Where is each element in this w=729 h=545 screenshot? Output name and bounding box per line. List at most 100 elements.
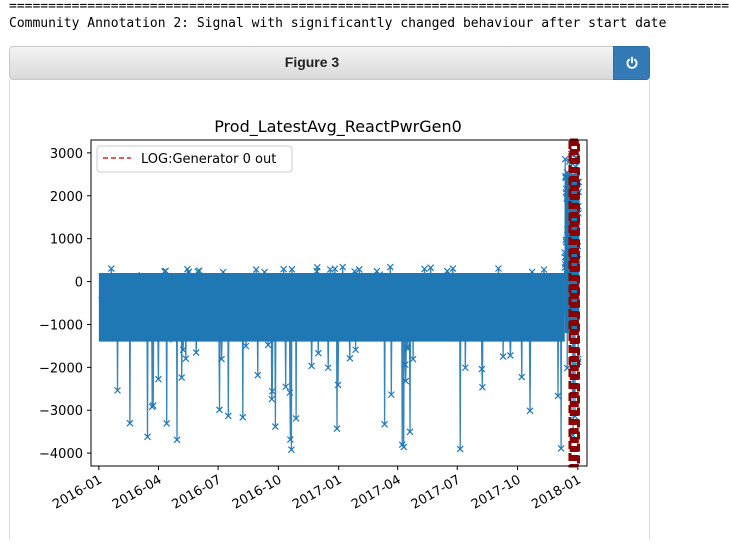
output-separator: ========================================… (9, 0, 729, 14)
power-icon (626, 56, 637, 69)
data-point (163, 419, 171, 427)
x-tick-label: 2017-01 (290, 472, 345, 512)
data-point (286, 389, 294, 396)
x-tick-label: 2016-07 (170, 472, 225, 512)
data-point (526, 407, 534, 415)
data-point (239, 413, 247, 421)
data-point (224, 412, 232, 420)
data-point (346, 354, 354, 362)
annotation-text: Community Annotation 2: Signal with sign… (9, 16, 667, 31)
data-point (280, 265, 288, 273)
legend: LOG:Generator 0 out (96, 145, 293, 173)
y-tick-label: 3000 (50, 147, 83, 162)
x-tick-label: 2016-04 (110, 472, 165, 512)
y-tick-label: −3000 (39, 404, 83, 419)
data-point (557, 445, 565, 452)
data-point (282, 383, 290, 391)
figure-title: Figure 3 (284, 54, 340, 70)
y-tick-label: 1000 (50, 233, 83, 248)
data-point (334, 381, 342, 389)
data-point (271, 423, 279, 430)
x-tick-label: 2017-10 (469, 472, 524, 512)
data-point (518, 373, 526, 381)
x-axis: 2016-01 2016-04 2016-07 2016-10 2017-01 2017-… (50, 466, 584, 513)
data-point (252, 266, 260, 274)
data-point (149, 402, 157, 409)
data-point (456, 445, 464, 453)
data-point (495, 265, 502, 272)
data-point (355, 266, 363, 273)
data-point (373, 267, 381, 275)
data-point (114, 386, 121, 394)
data-point (478, 383, 486, 391)
legend-box (96, 145, 293, 173)
data-point (333, 425, 341, 433)
data-point (386, 263, 394, 271)
x-tick-label: 2018-01 (529, 472, 584, 512)
data-point (381, 420, 389, 428)
data-point (540, 266, 548, 273)
data-point (506, 352, 514, 359)
data-point (173, 436, 181, 444)
figure-header: Figure 3 (9, 46, 650, 80)
data-point (254, 371, 262, 379)
data-point (288, 265, 296, 273)
data-point (195, 267, 203, 275)
data-point (179, 346, 187, 354)
data-point (185, 268, 193, 276)
y-axis: 3000 2000 1000 0 −1000 −2000 −3000 −4000 (39, 147, 91, 462)
data-point (178, 374, 186, 381)
data-point (268, 387, 276, 395)
data-point (313, 263, 321, 271)
data-point (561, 155, 569, 163)
x-tick-label: 2016-01 (50, 472, 105, 512)
data-point (324, 364, 332, 372)
data-point (218, 355, 225, 363)
data-point (331, 265, 339, 273)
series-band (98, 272, 565, 342)
data-point (144, 433, 151, 441)
data-point (216, 406, 223, 414)
y-tick-label: −1000 (39, 318, 83, 333)
data-point (154, 375, 162, 383)
data-point (461, 364, 469, 372)
data-point (562, 172, 569, 180)
chart: Prod_LatestAvg_ReactPwrGen0 3000 2000 1000… (39, 117, 588, 513)
data-point (268, 395, 276, 403)
data-point (219, 268, 227, 276)
data-point (287, 446, 295, 454)
data-point (400, 443, 408, 451)
data-point (242, 342, 250, 350)
data-point (352, 346, 360, 354)
x-tick-label: 2017-04 (349, 472, 404, 512)
x-tick-label: 2016-10 (230, 472, 285, 512)
figure-canvas: Prod_LatestAvg_ReactPwrGen0 3000 2000 1000… (9, 80, 650, 540)
y-tick-label: −2000 (39, 361, 83, 376)
y-tick-label: −4000 (39, 447, 83, 462)
data-point (402, 377, 410, 385)
y-tick-label: 2000 (50, 190, 83, 205)
data-point (264, 341, 272, 349)
data-point (427, 264, 435, 272)
chart-title: Prod_LatestAvg_ReactPwrGen0 (214, 117, 462, 137)
data-layer (98, 138, 583, 468)
data-point (162, 267, 170, 275)
data-point (182, 355, 190, 363)
data-point (314, 349, 322, 357)
legend-label: LOG:Generator 0 out (141, 152, 276, 167)
data-point (443, 267, 451, 275)
data-point (387, 391, 395, 399)
data-point (562, 174, 570, 182)
data-point (409, 355, 417, 363)
data-point (406, 428, 414, 436)
y-tick-label: 0 (75, 276, 83, 291)
data-point (107, 265, 115, 272)
data-point (261, 268, 268, 276)
power-button[interactable] (613, 46, 650, 80)
data-point (401, 361, 409, 369)
data-point (554, 392, 562, 400)
data-point (339, 263, 347, 271)
data-point (286, 436, 294, 443)
x-tick-label: 2017-07 (409, 472, 464, 512)
data-point (449, 265, 457, 273)
